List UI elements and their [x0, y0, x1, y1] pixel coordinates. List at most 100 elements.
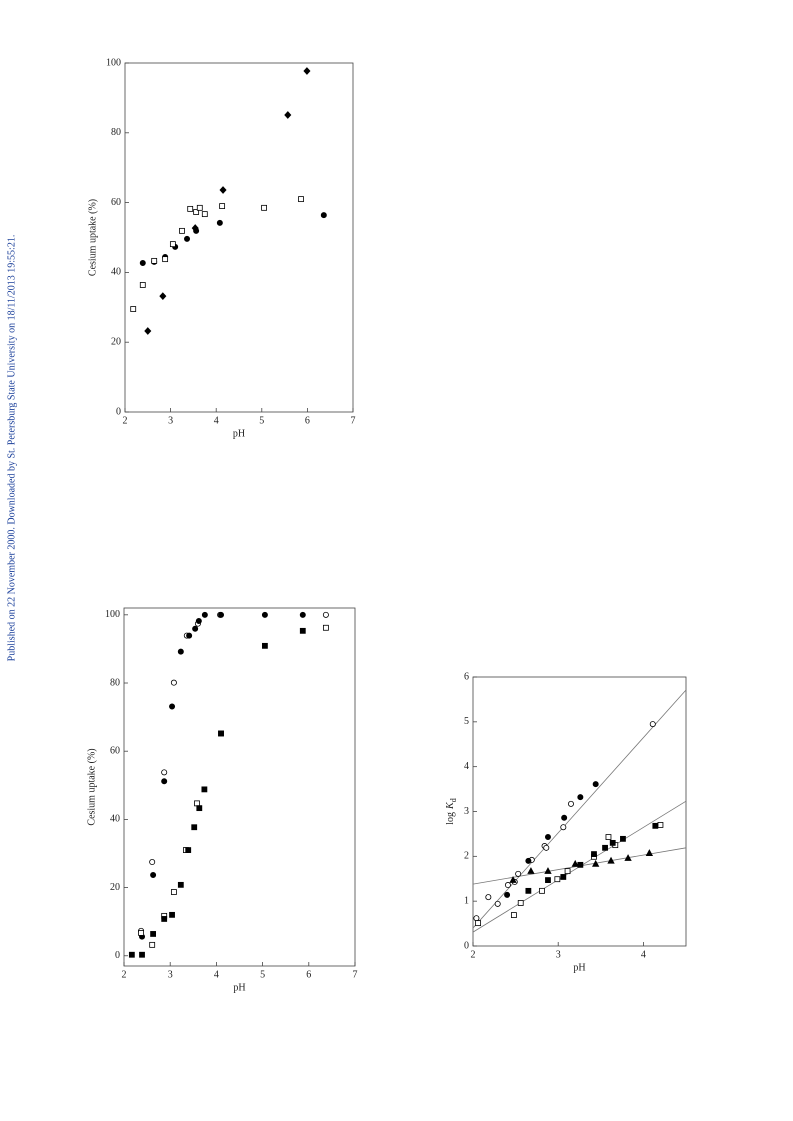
point — [193, 209, 200, 215]
y-axis-label: Cesium uptake (%) — [87, 199, 98, 276]
point — [475, 920, 482, 927]
x-tick-label: 7 — [353, 969, 358, 980]
point — [620, 835, 626, 842]
point — [218, 730, 224, 737]
point — [561, 814, 568, 821]
x-tick-label: 5 — [259, 415, 264, 426]
y-tick-label: 3 — [464, 806, 469, 817]
point — [201, 211, 208, 218]
point — [161, 769, 168, 776]
point — [515, 870, 522, 877]
y-label-prefix: log — [445, 812, 456, 825]
point — [649, 721, 656, 728]
point — [602, 844, 608, 851]
point — [185, 847, 192, 853]
point — [545, 877, 551, 883]
point — [161, 778, 168, 785]
y-tick-label: 20 — [111, 336, 121, 347]
point — [219, 186, 227, 194]
point — [299, 627, 306, 634]
point — [170, 679, 177, 686]
x-axis-label: pH — [573, 962, 585, 973]
y-tick-label: 1 — [464, 895, 469, 906]
y-tick-label: 40 — [110, 814, 120, 825]
point — [509, 876, 517, 883]
point — [149, 941, 156, 948]
y-tick-label: 100 — [105, 609, 120, 620]
point — [169, 241, 176, 248]
point — [150, 871, 157, 878]
y-tick-label: 80 — [110, 677, 120, 688]
point — [187, 205, 194, 212]
point — [510, 912, 517, 918]
x-tick-label: 7 — [351, 415, 356, 426]
point — [195, 617, 202, 624]
point — [517, 900, 524, 906]
y-tick-label: 6 — [464, 671, 469, 682]
x-tick-label: 2 — [123, 415, 128, 426]
point — [186, 632, 193, 639]
x-tick-label: 3 — [168, 415, 173, 426]
point — [284, 111, 292, 119]
point — [485, 894, 492, 901]
x-tick-label: 4 — [214, 415, 219, 426]
x-tick-label: 4 — [214, 969, 219, 980]
point — [139, 282, 146, 288]
point — [196, 204, 203, 211]
point — [299, 611, 306, 618]
y-tick-label: 4 — [464, 761, 469, 772]
point — [657, 822, 664, 828]
y-axis-label: Cesium uptake (%) — [86, 748, 97, 825]
y-tick-label: 60 — [110, 745, 120, 756]
point — [527, 867, 535, 874]
y-tick-label: 60 — [111, 197, 121, 208]
point — [139, 951, 145, 958]
point — [298, 196, 304, 203]
point — [138, 930, 144, 936]
point — [177, 648, 184, 655]
x-tick-label: 6 — [306, 969, 311, 980]
point — [261, 204, 267, 211]
point — [191, 224, 199, 232]
point — [170, 889, 177, 895]
point — [539, 887, 545, 894]
x-tick-label: 2 — [471, 949, 476, 960]
x-axis-label: pH — [233, 428, 245, 439]
point — [130, 306, 137, 312]
y-tick-label: 0 — [115, 950, 120, 961]
point — [196, 805, 203, 812]
point — [554, 876, 561, 883]
point — [219, 203, 226, 209]
y-label-subscript: d — [449, 798, 458, 802]
y-tick-label: 2 — [464, 851, 469, 862]
plot-frame — [124, 62, 354, 413]
point — [645, 849, 654, 856]
x-axis-label: pH — [233, 982, 245, 993]
fit-line — [472, 689, 687, 929]
point — [564, 868, 571, 875]
y-tick-label: 0 — [464, 940, 469, 951]
y-tick-label: 80 — [111, 127, 121, 138]
point — [560, 874, 567, 880]
point — [169, 703, 176, 710]
point — [150, 931, 157, 937]
plot-frame — [123, 607, 356, 967]
point — [592, 781, 599, 788]
y-tick-label: 20 — [110, 882, 120, 893]
point — [571, 859, 579, 867]
point — [624, 854, 632, 861]
point — [525, 887, 532, 894]
point — [504, 891, 511, 898]
point — [567, 800, 574, 807]
point — [609, 839, 616, 846]
point — [560, 824, 567, 831]
point — [159, 292, 167, 301]
y-label-symbol: K — [445, 801, 456, 810]
point — [261, 611, 268, 618]
point — [494, 900, 501, 907]
point — [149, 859, 156, 866]
sidebar-note: Published on 22 November 2000. Downloade… — [6, 235, 17, 662]
point — [544, 834, 551, 841]
point — [218, 611, 225, 618]
